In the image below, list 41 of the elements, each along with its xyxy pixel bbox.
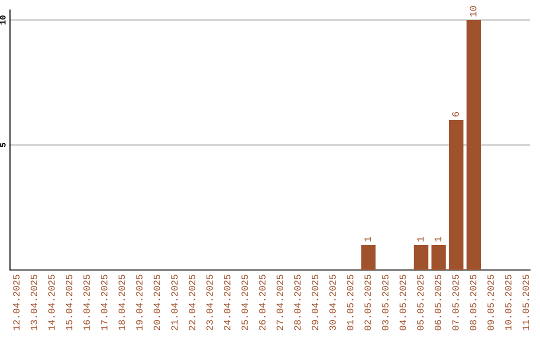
x-tick-label: 12.04.2025 [13, 274, 20, 330]
x-tick-label: 08.05.2025 [470, 274, 476, 330]
bar [466, 20, 481, 270]
x-tick-label: 26.04.2025 [259, 274, 266, 330]
x-tick-label: 02.05.2025 [364, 274, 371, 330]
x-tick-label: 28.04.2025 [294, 274, 301, 330]
x-tick-label: 09.05.2025 [487, 274, 494, 330]
x-tick-label: 22.04.2025 [188, 274, 196, 330]
x-tick-label: 27.04.2025 [276, 274, 284, 330]
x-tick-label: 15.04.2025 [66, 274, 72, 330]
bar [414, 245, 428, 270]
bar [449, 120, 464, 270]
x-tick-label: 30.04.2025 [329, 274, 336, 330]
x-tick-label: 04.05.2025 [400, 274, 406, 330]
x-tick-label: 18.04.2025 [118, 274, 125, 330]
x-tick-label: 05.05.2025 [417, 274, 424, 330]
x-tick-label: 29.04.2025 [312, 274, 318, 330]
x-tick-label: 10.05.2025 [505, 274, 512, 330]
x-tick-label: 06.05.2025 [434, 274, 442, 330]
x-tick-label: 20.04.2025 [154, 274, 160, 330]
x-tick-label: 19.04.2025 [136, 274, 143, 330]
data-label: 1 [434, 236, 442, 242]
x-tick-label: 16.04.2025 [83, 274, 90, 330]
x-tick-label: 23.04.2025 [206, 274, 213, 330]
bar [361, 245, 376, 270]
data-label: 1 [417, 236, 424, 242]
x-tick-label: 14.04.2025 [48, 274, 55, 330]
x-tick-label: 13.04.2025 [30, 274, 38, 330]
x-tick-label: 21.04.2025 [171, 274, 178, 330]
x-tick-label: 01.05.2025 [346, 274, 354, 330]
x-tick-label: 11.05.2025 [522, 274, 530, 330]
x-tick-label: 07.05.2025 [452, 274, 459, 330]
x-tick-label: 24.04.2025 [224, 274, 230, 330]
x-tick-label: 25.04.2025 [242, 274, 248, 330]
data-label: 10 [470, 6, 476, 17]
data-label: 6 [452, 112, 459, 117]
y-tick-label: 5 [0, 142, 6, 148]
bar [431, 245, 446, 270]
x-tick-label: 03.05.2025 [382, 274, 388, 330]
data-label: 1 [364, 236, 371, 242]
x-tick-label: 17.04.2025 [100, 274, 108, 330]
